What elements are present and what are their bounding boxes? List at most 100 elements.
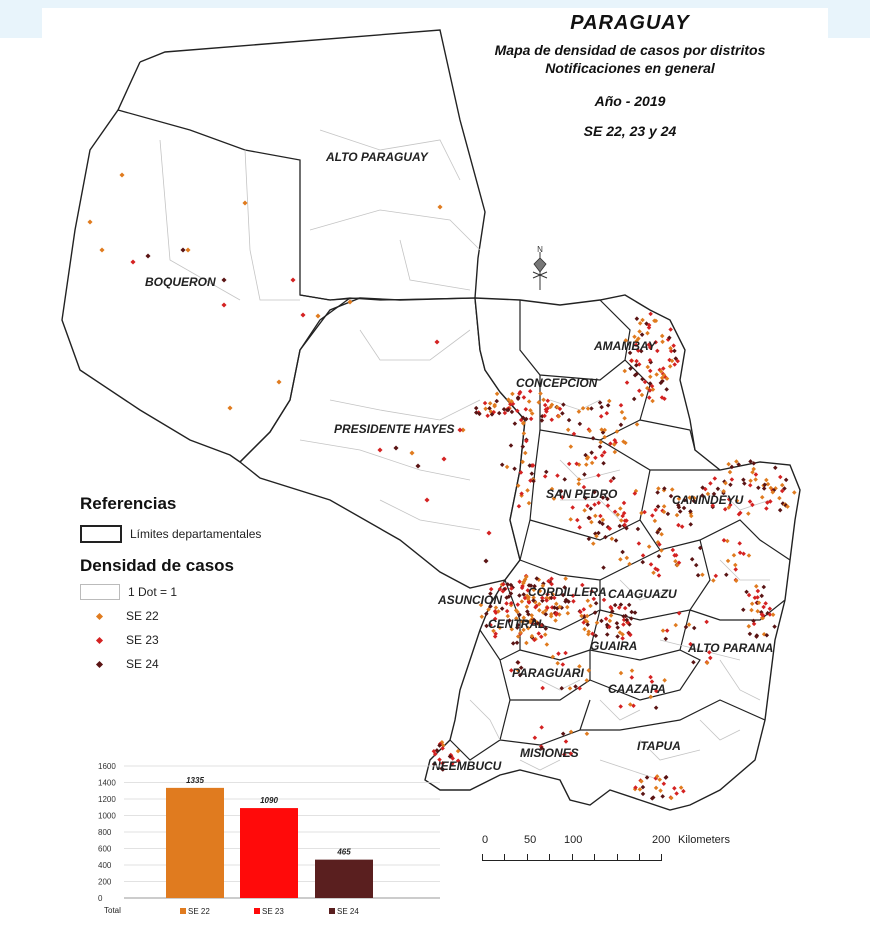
case-dot	[715, 486, 721, 492]
case-dot	[566, 417, 572, 423]
case-dot	[742, 481, 747, 486]
case-dot	[145, 253, 151, 259]
case-dot	[576, 477, 582, 482]
case-dot	[447, 754, 453, 759]
case-dot	[607, 618, 613, 624]
case-dot	[640, 784, 646, 790]
chart-bars	[166, 787, 373, 898]
case-dot	[508, 443, 514, 448]
case-dot	[594, 533, 599, 539]
y-tick-label: 1000	[98, 812, 116, 821]
bar-se-22	[166, 787, 224, 898]
case-dot	[473, 405, 479, 411]
case-dot	[648, 694, 654, 700]
case-dot	[599, 427, 604, 432]
case-dot	[647, 381, 653, 386]
case-dot	[593, 513, 598, 519]
case-dot	[550, 592, 556, 597]
case-dot	[655, 490, 660, 495]
case-dot	[620, 549, 625, 555]
case-dot	[525, 488, 530, 493]
case-dot	[633, 342, 639, 348]
case-dot	[571, 431, 577, 437]
case-dot	[612, 442, 617, 447]
case-dot	[733, 578, 739, 583]
case-dot	[603, 534, 608, 540]
case-dot	[661, 781, 667, 786]
case-dot	[549, 595, 554, 601]
case-dot	[660, 794, 665, 799]
case-dot	[505, 582, 511, 587]
case-dot	[765, 500, 770, 505]
data-label-se-24: 465	[336, 848, 351, 857]
case-dot	[221, 277, 227, 283]
case-dot	[632, 334, 637, 340]
case-dot	[487, 406, 492, 411]
case-dot	[629, 668, 635, 673]
case-dot	[759, 612, 765, 617]
district-lines	[159, 129, 771, 781]
dept-label-cordillera: CORDILLERA	[528, 585, 607, 599]
y-tick-label: 600	[98, 845, 112, 854]
case-dot	[519, 599, 525, 604]
case-dot	[539, 725, 544, 730]
case-dot	[574, 461, 579, 467]
case-dot	[751, 618, 756, 624]
case-dot	[488, 604, 493, 609]
case-dot	[593, 633, 599, 639]
case-dot	[526, 399, 532, 404]
case-dot	[242, 200, 248, 206]
case-dot	[636, 541, 642, 546]
case-dot	[628, 702, 633, 707]
case-dot	[496, 410, 502, 416]
case-dot	[654, 372, 659, 377]
case-dot	[647, 357, 653, 363]
case-dot	[586, 668, 592, 673]
case-dot	[593, 455, 598, 461]
case-dot	[603, 616, 609, 621]
case-dot	[676, 522, 681, 528]
case-dot	[526, 500, 532, 506]
case-dot	[591, 541, 596, 546]
case-dot	[605, 403, 611, 408]
case-dot	[778, 474, 783, 480]
case-dot	[599, 404, 604, 410]
dot-swatch	[80, 584, 120, 600]
case-dot	[623, 440, 628, 446]
case-dot	[751, 466, 756, 472]
case-dot	[520, 444, 526, 449]
dot-equals-label: 1 Dot = 1	[128, 585, 178, 599]
case-dot	[524, 604, 530, 610]
case-dot	[618, 557, 623, 562]
case-dot	[518, 665, 524, 670]
case-dot	[622, 416, 627, 421]
case-dot	[549, 402, 555, 408]
case-dot	[599, 453, 605, 458]
case-dot	[681, 505, 687, 511]
case-dot	[517, 612, 522, 618]
case-dot	[648, 674, 653, 680]
case-dot	[700, 493, 705, 498]
legend-heading: Referencias	[80, 494, 177, 513]
case-dot	[756, 485, 761, 490]
case-dot	[486, 607, 491, 612]
case-dot	[645, 330, 650, 336]
case-dot	[608, 478, 614, 484]
case-dot	[782, 486, 787, 491]
case-dot	[509, 586, 514, 591]
scale-numbers: 0 50 100 200 Kilometers	[482, 834, 762, 850]
legend-label-se-23: SE 23	[262, 907, 284, 916]
case-dot	[754, 584, 759, 589]
scale-line	[482, 850, 662, 861]
case-dot	[650, 387, 656, 392]
case-dot	[661, 504, 667, 509]
case-dot	[676, 502, 681, 508]
north-arrow-icon	[532, 252, 548, 290]
case-dot	[560, 592, 566, 598]
case-dot	[580, 405, 586, 411]
case-dot	[499, 462, 505, 468]
case-dot	[531, 598, 536, 603]
case-dot	[721, 488, 726, 494]
case-dot	[544, 642, 550, 647]
case-dot	[508, 591, 514, 596]
